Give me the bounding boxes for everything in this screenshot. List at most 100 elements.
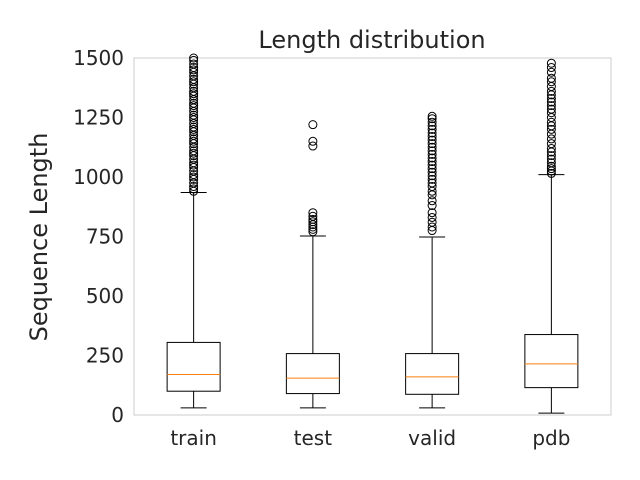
outlier-point bbox=[189, 160, 199, 170]
outlier-point bbox=[546, 82, 556, 92]
y-tick-label: 1000 bbox=[73, 165, 124, 189]
outlier-point bbox=[189, 74, 199, 84]
outlier-point bbox=[427, 132, 437, 142]
outlier-point bbox=[546, 151, 556, 161]
outlier-point bbox=[427, 208, 437, 218]
outlier-point bbox=[189, 63, 199, 73]
outlier-point bbox=[189, 122, 199, 132]
y-tick-label: 0 bbox=[111, 403, 124, 427]
outlier-point bbox=[546, 164, 556, 174]
outlier-point bbox=[189, 170, 199, 180]
outlier-point bbox=[189, 101, 199, 111]
outlier-point bbox=[546, 158, 556, 168]
outlier-point bbox=[427, 174, 437, 184]
outlier-point bbox=[189, 86, 199, 96]
outlier-point bbox=[189, 124, 199, 134]
outlier-point bbox=[546, 77, 556, 87]
outlier-point bbox=[189, 53, 199, 63]
box-test bbox=[285, 120, 340, 409]
y-tick-label: 750 bbox=[86, 225, 124, 249]
outlier-point bbox=[546, 134, 556, 144]
y-axis-ticks: 0 250 500 750 1000 1250 1500 bbox=[73, 46, 124, 427]
outlier-point bbox=[546, 108, 556, 118]
outlier-point bbox=[427, 124, 437, 134]
outlier-point bbox=[427, 212, 437, 222]
outlier-point bbox=[427, 201, 437, 211]
outlier-point bbox=[189, 182, 199, 192]
outlier-point bbox=[189, 136, 199, 146]
outlier-point bbox=[189, 89, 199, 99]
x-tick-label: train bbox=[170, 426, 217, 450]
outlier-point bbox=[427, 139, 437, 149]
iqr-box bbox=[524, 334, 579, 389]
outlier-point bbox=[427, 117, 437, 127]
outlier-point bbox=[427, 167, 437, 177]
outlier-point bbox=[546, 168, 556, 178]
outlier-point bbox=[546, 117, 556, 127]
outlier-point bbox=[427, 153, 437, 163]
box-pdb bbox=[524, 58, 579, 414]
x-axis-ticks: train test valid pdb bbox=[170, 426, 570, 450]
outlier-point bbox=[189, 134, 199, 144]
outlier-point bbox=[308, 211, 318, 221]
y-tick-label: 1250 bbox=[73, 106, 124, 130]
boxes bbox=[166, 53, 579, 414]
outlier-point bbox=[308, 214, 318, 224]
outlier-point bbox=[546, 73, 556, 83]
outlier-point bbox=[189, 98, 199, 108]
y-tick-label: 1500 bbox=[73, 46, 124, 70]
outlier-point bbox=[546, 139, 556, 149]
x-tick-label: valid bbox=[408, 426, 456, 450]
outlier-point bbox=[546, 113, 556, 122]
outlier-point bbox=[427, 160, 437, 170]
outlier-point bbox=[427, 149, 437, 159]
outlier-point bbox=[427, 171, 437, 181]
outlier-point bbox=[427, 135, 437, 145]
outlier-point bbox=[189, 158, 199, 168]
x-tick-label: test bbox=[294, 426, 333, 450]
outlier-point bbox=[189, 110, 199, 120]
iqr-box bbox=[405, 353, 460, 395]
outlier-point bbox=[546, 93, 556, 103]
outlier-point bbox=[427, 121, 437, 131]
y-tick-label: 250 bbox=[86, 344, 124, 368]
y-tick-label: 500 bbox=[86, 284, 124, 308]
outlier-point bbox=[546, 101, 556, 111]
outlier-point bbox=[189, 55, 199, 65]
outlier-point bbox=[546, 63, 556, 73]
outlier-point bbox=[427, 196, 437, 206]
outlier-point bbox=[427, 182, 437, 192]
outlier-point bbox=[427, 178, 437, 188]
outlier-point bbox=[308, 208, 318, 218]
outlier-point bbox=[308, 217, 318, 227]
x-tick-label: pdb bbox=[532, 426, 570, 450]
outlier-point bbox=[189, 184, 199, 194]
outlier-point bbox=[427, 128, 437, 138]
outlier-point bbox=[546, 143, 556, 153]
outlier-point bbox=[189, 148, 199, 158]
outlier-point bbox=[546, 154, 556, 164]
outlier-point bbox=[427, 222, 437, 232]
outlier-point bbox=[189, 77, 199, 87]
outlier-point bbox=[189, 172, 199, 182]
outlier-point bbox=[546, 129, 556, 139]
outlier-point bbox=[189, 65, 199, 75]
outlier-point bbox=[546, 104, 556, 114]
outlier-point bbox=[546, 67, 556, 77]
outlier-point bbox=[427, 164, 437, 174]
y-axis-label: Sequence Length bbox=[25, 133, 53, 342]
outlier-point bbox=[427, 114, 437, 124]
outlier-point bbox=[546, 97, 556, 107]
outlier-point bbox=[308, 136, 318, 146]
outlier-point bbox=[189, 146, 199, 156]
outlier-point bbox=[427, 217, 437, 227]
iqr-box bbox=[285, 353, 340, 395]
outlier-point bbox=[189, 59, 199, 69]
chart-title: Length distribution bbox=[258, 26, 485, 54]
outlier-point bbox=[546, 86, 556, 96]
plot-frame bbox=[133, 57, 612, 416]
box-train bbox=[166, 53, 221, 409]
outlier-point bbox=[427, 146, 437, 156]
outlier-point bbox=[427, 142, 437, 152]
